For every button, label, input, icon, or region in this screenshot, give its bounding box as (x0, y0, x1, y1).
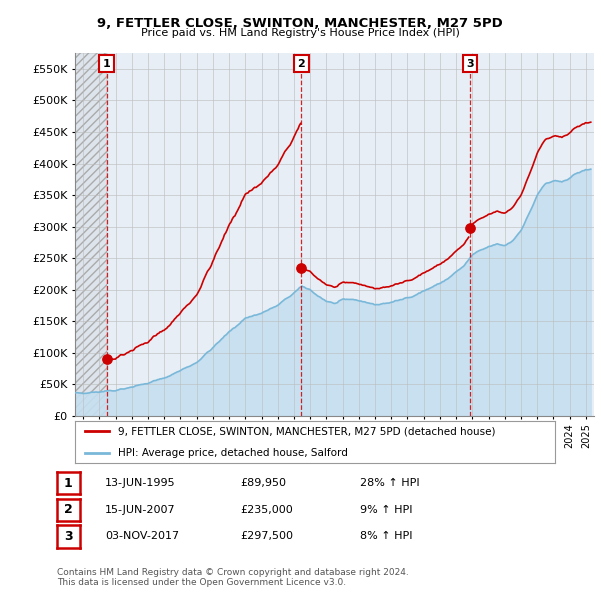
Text: 9% ↑ HPI: 9% ↑ HPI (360, 505, 413, 514)
Text: 2: 2 (64, 503, 73, 516)
Text: 9, FETTLER CLOSE, SWINTON, MANCHESTER, M27 5PD (detached house): 9, FETTLER CLOSE, SWINTON, MANCHESTER, M… (118, 427, 496, 436)
Text: 1: 1 (64, 477, 73, 490)
Text: £89,950: £89,950 (240, 478, 286, 488)
Text: 9, FETTLER CLOSE, SWINTON, MANCHESTER, M27 5PD: 9, FETTLER CLOSE, SWINTON, MANCHESTER, M… (97, 17, 503, 30)
Text: Contains HM Land Registry data © Crown copyright and database right 2024.
This d: Contains HM Land Registry data © Crown c… (57, 568, 409, 587)
Text: 8% ↑ HPI: 8% ↑ HPI (360, 532, 413, 541)
Text: 15-JUN-2007: 15-JUN-2007 (105, 505, 176, 514)
Text: £297,500: £297,500 (240, 532, 293, 541)
Point (102, 355, 112, 364)
Bar (75, 53, 107, 416)
Text: 3: 3 (466, 58, 473, 68)
Point (296, 263, 306, 273)
Text: 28% ↑ HPI: 28% ↑ HPI (360, 478, 419, 488)
Text: 2: 2 (298, 58, 305, 68)
Text: 13-JUN-1995: 13-JUN-1995 (105, 478, 176, 488)
Text: £235,000: £235,000 (240, 505, 293, 514)
Text: HPI: Average price, detached house, Salford: HPI: Average price, detached house, Salf… (118, 448, 348, 457)
Point (465, 224, 475, 233)
Text: 3: 3 (64, 530, 73, 543)
Text: 03-NOV-2017: 03-NOV-2017 (105, 532, 179, 541)
Text: Price paid vs. HM Land Registry's House Price Index (HPI): Price paid vs. HM Land Registry's House … (140, 28, 460, 38)
Text: 1: 1 (103, 58, 110, 68)
